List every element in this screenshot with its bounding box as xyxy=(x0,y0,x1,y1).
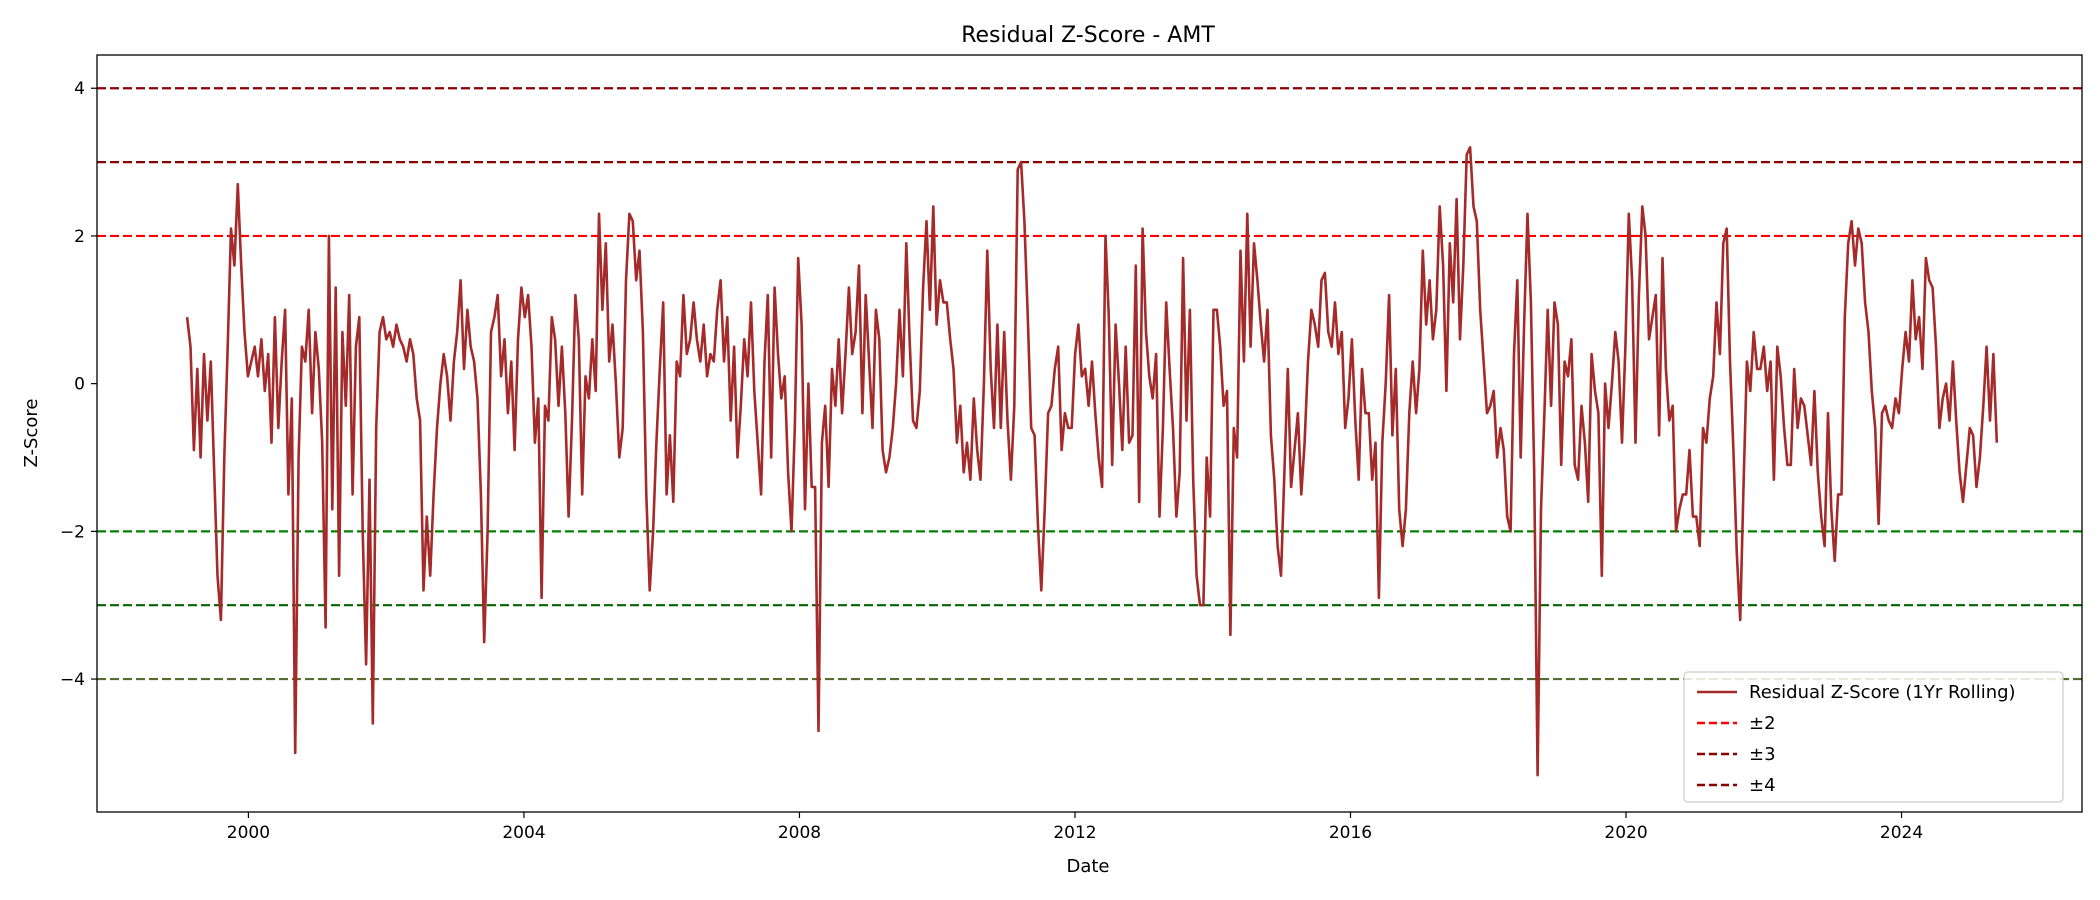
y-axis: 4 2 0 −2 −4 xyxy=(60,79,97,690)
x-tick-label: 2000 xyxy=(227,823,270,843)
x-tick-label: 2004 xyxy=(502,823,545,843)
plot-area xyxy=(96,54,2083,813)
legend-label: ±3 xyxy=(1749,744,1776,765)
y-tick-label: 4 xyxy=(74,79,85,99)
y-tick-label: 0 xyxy=(74,375,85,395)
legend-label: ±4 xyxy=(1749,775,1776,796)
x-tick-label: 2016 xyxy=(1329,823,1372,843)
x-axis: 2000 2004 2008 2012 2016 2020 2024 xyxy=(227,812,1923,843)
y-tick-label: 2 xyxy=(74,227,85,247)
y-axis-label: Z-Score xyxy=(21,399,42,468)
x-axis-label: Date xyxy=(1066,856,1109,877)
x-tick-label: 2020 xyxy=(1604,823,1647,843)
y-tick-label: −2 xyxy=(60,522,85,542)
chart-title: Residual Z-Score - AMT xyxy=(961,23,1215,48)
legend-label: ±2 xyxy=(1749,713,1776,734)
x-tick-label: 2024 xyxy=(1880,823,1923,843)
y-tick-label: −4 xyxy=(60,670,85,690)
legend-label: Residual Z-Score (1Yr Rolling) xyxy=(1749,682,2016,703)
series-line xyxy=(185,146,1999,777)
x-tick-label: 2012 xyxy=(1053,823,1096,843)
plot-frame xyxy=(96,54,2083,813)
legend-box xyxy=(1683,671,2064,803)
x-tick-label: 2008 xyxy=(778,823,821,843)
legend: Residual Z-Score (1Yr Rolling) ±2 ±3 ±4 xyxy=(1683,671,2064,803)
